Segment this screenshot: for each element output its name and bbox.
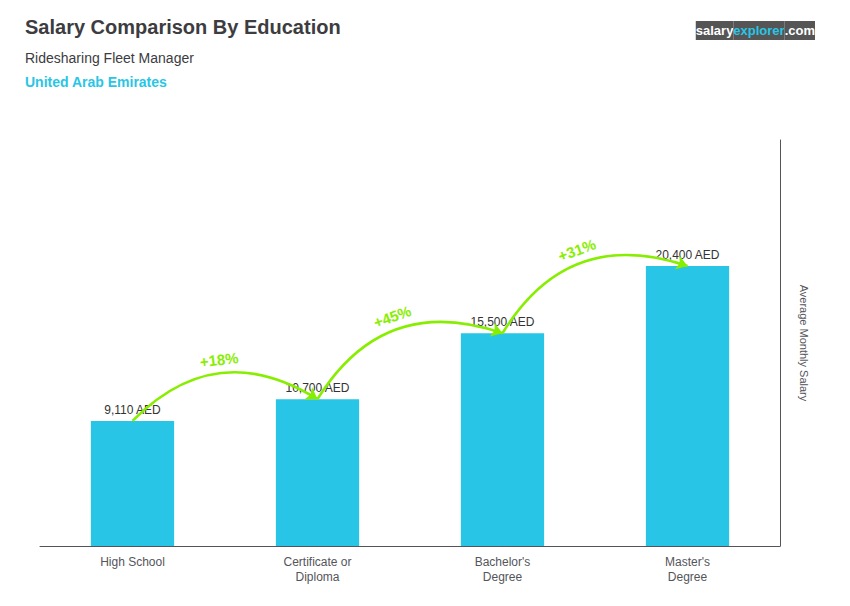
svg-text:Degree: Degree: [668, 570, 708, 584]
svg-text:.com: .com: [785, 23, 815, 38]
svg-text:Bachelor's: Bachelor's: [475, 555, 531, 569]
svg-text:15,500 AED: 15,500 AED: [470, 315, 535, 330]
svg-text:+31%: +31%: [556, 235, 598, 264]
svg-text:High School: High School: [100, 555, 165, 569]
svg-text:United Arab Emirates: United Arab Emirates: [25, 74, 167, 90]
svg-text:9,110 AED: 9,110 AED: [104, 403, 161, 417]
svg-text:Ridesharing Fleet Manager: Ridesharing Fleet Manager: [25, 50, 194, 66]
svg-text:10,700 AED: 10,700 AED: [285, 381, 350, 396]
svg-text:Degree: Degree: [483, 570, 523, 584]
svg-text:Diploma: Diploma: [295, 570, 339, 584]
svg-text:Certificate or: Certificate or: [283, 555, 351, 569]
svg-text:+45%: +45%: [371, 302, 413, 331]
svg-text:salary: salary: [696, 23, 734, 38]
svg-text:Master's: Master's: [665, 555, 710, 569]
svg-text:explorer: explorer: [733, 23, 784, 38]
svg-text:20,400 AED: 20,400 AED: [655, 248, 720, 262]
svg-text:+18%: +18%: [199, 349, 239, 370]
svg-text:Average Monthly Salary: Average Monthly Salary: [798, 285, 810, 402]
svg-text:Salary Comparison By Education: Salary Comparison By Education: [25, 16, 341, 38]
